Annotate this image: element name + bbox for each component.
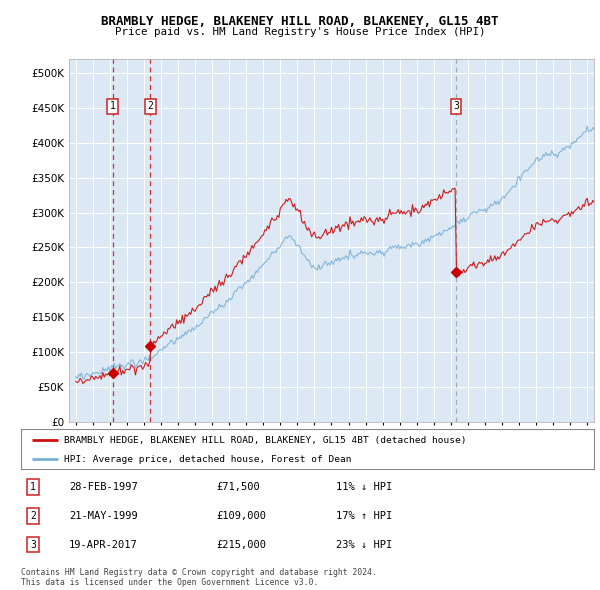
Text: 2: 2 <box>30 511 36 520</box>
Text: 3: 3 <box>453 101 459 111</box>
Text: Price paid vs. HM Land Registry's House Price Index (HPI): Price paid vs. HM Land Registry's House … <box>115 27 485 37</box>
Text: HPI: Average price, detached house, Forest of Dean: HPI: Average price, detached house, Fore… <box>64 454 352 464</box>
Text: 3: 3 <box>30 540 36 549</box>
Text: 1: 1 <box>30 482 36 491</box>
Text: 23% ↓ HPI: 23% ↓ HPI <box>336 540 392 549</box>
Text: £109,000: £109,000 <box>216 511 266 520</box>
Text: 2: 2 <box>148 101 154 111</box>
Text: 28-FEB-1997: 28-FEB-1997 <box>69 482 138 491</box>
Text: BRAMBLY HEDGE, BLAKENEY HILL ROAD, BLAKENEY, GL15 4BT: BRAMBLY HEDGE, BLAKENEY HILL ROAD, BLAKE… <box>101 15 499 28</box>
Text: 21-MAY-1999: 21-MAY-1999 <box>69 511 138 520</box>
Text: £71,500: £71,500 <box>216 482 260 491</box>
Text: 19-APR-2017: 19-APR-2017 <box>69 540 138 549</box>
Text: 17% ↑ HPI: 17% ↑ HPI <box>336 511 392 520</box>
Text: BRAMBLY HEDGE, BLAKENEY HILL ROAD, BLAKENEY, GL15 4BT (detached house): BRAMBLY HEDGE, BLAKENEY HILL ROAD, BLAKE… <box>64 435 466 445</box>
Text: £215,000: £215,000 <box>216 540 266 549</box>
Text: Contains HM Land Registry data © Crown copyright and database right 2024.
This d: Contains HM Land Registry data © Crown c… <box>21 568 377 587</box>
Text: 11% ↓ HPI: 11% ↓ HPI <box>336 482 392 491</box>
Text: 1: 1 <box>110 101 116 111</box>
